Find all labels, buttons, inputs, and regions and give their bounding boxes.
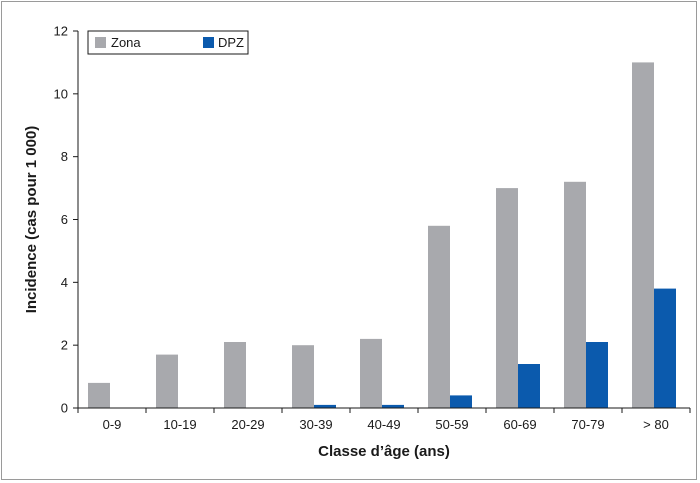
y-tick-label-6: 6 — [61, 212, 68, 227]
bar-zona-30-39 — [292, 345, 314, 408]
y-tick-label-2: 2 — [61, 338, 68, 353]
legend: Zona DPZ — [87, 30, 249, 55]
y-tick-label-12: 12 — [54, 24, 68, 39]
bar-dpz-40-49 — [382, 404, 404, 408]
bar-zona-40-49 — [360, 338, 382, 408]
bar-dpz-80 — [654, 288, 676, 408]
legend-label-zona: Zona — [111, 35, 141, 50]
bar-zona-0-9 — [88, 382, 110, 408]
y-tick-label-0: 0 — [61, 401, 68, 416]
x-tick-label-30-39: 30-39 — [299, 417, 332, 432]
x-tick-label-0-9: 0-9 — [103, 417, 122, 432]
legend-box — [87, 30, 249, 55]
x-tick-label-10-19: 10-19 — [163, 417, 196, 432]
x-tick-label-60-69: 60-69 — [503, 417, 536, 432]
legend-label-dpz: DPZ — [218, 35, 244, 50]
bar-dpz-60-69 — [518, 364, 540, 408]
x-tick-label-50-59: 50-59 — [435, 417, 468, 432]
legend-swatch-dpz — [203, 37, 214, 48]
x-ticks-group: 0-9 10-19 20-29 30-39 40-49 50-59 60-69 70-79 > … — [77, 408, 691, 432]
bar-dpz-30-39 — [314, 404, 336, 408]
bar-zona-10-19 — [156, 354, 178, 408]
bar-zona-80 — [632, 62, 654, 409]
y-tick-label-8: 8 — [61, 149, 68, 164]
y-tick-label-10: 10 — [54, 86, 68, 101]
bar-zona-50-59 — [428, 225, 450, 408]
bar-dpz-50-59 — [450, 395, 472, 408]
x-tick-label-40-49: 40-49 — [367, 417, 400, 432]
bar-zona-60-69 — [496, 188, 518, 408]
bar-zona-20-29 — [224, 342, 246, 408]
bar-dpz-70-79 — [586, 342, 608, 408]
x-axis-title: Classe d’âge (ans) — [318, 443, 450, 460]
bar-zona-70-79 — [564, 181, 586, 408]
y-ticks-group: 0 2 4 6 8 10 12 — [54, 24, 78, 416]
x-tick-label-20-29: 20-29 — [231, 417, 264, 432]
bars-group — [88, 62, 676, 409]
y-tick-label-4: 4 — [61, 275, 68, 290]
legend-swatch-zona — [95, 37, 106, 48]
x-tick-label-80: > 80 — [643, 417, 669, 432]
x-tick-label-70-79: 70-79 — [571, 417, 604, 432]
y-axis-title: Incidence (cas pour 1 000) — [23, 126, 40, 314]
